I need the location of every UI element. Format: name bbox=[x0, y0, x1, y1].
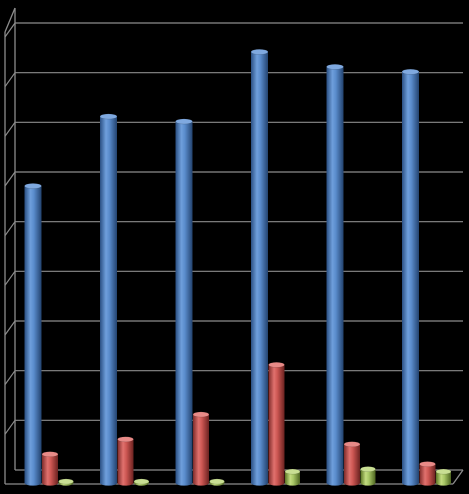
plot-frame bbox=[4, 7, 464, 485]
gridline bbox=[4, 121, 463, 137]
gridline bbox=[4, 370, 463, 386]
gridline bbox=[4, 72, 463, 88]
bars bbox=[24, 49, 452, 486]
bar bbox=[268, 361, 285, 486]
bar bbox=[209, 478, 225, 486]
bar bbox=[401, 68, 420, 486]
bar bbox=[284, 468, 301, 486]
bar bbox=[41, 451, 59, 486]
side-wall-top-edge bbox=[4, 7, 16, 33]
gridline bbox=[4, 419, 463, 435]
gridline bbox=[4, 22, 463, 38]
gridline bbox=[4, 221, 463, 237]
bar bbox=[175, 118, 193, 486]
gridline bbox=[4, 320, 463, 336]
bar bbox=[250, 49, 269, 486]
bar bbox=[435, 468, 452, 486]
bar bbox=[343, 441, 361, 486]
gridline bbox=[4, 270, 463, 286]
bar bbox=[58, 478, 74, 486]
bar bbox=[99, 113, 118, 486]
bar bbox=[419, 461, 436, 486]
bar bbox=[192, 411, 210, 486]
bar bbox=[117, 436, 134, 486]
bar bbox=[133, 478, 150, 486]
bar bbox=[360, 466, 376, 486]
gridline bbox=[4, 171, 463, 187]
bar bbox=[24, 183, 42, 486]
gridlines bbox=[4, 22, 463, 435]
bar bbox=[326, 63, 344, 486]
floor-right-edge bbox=[452, 469, 464, 485]
